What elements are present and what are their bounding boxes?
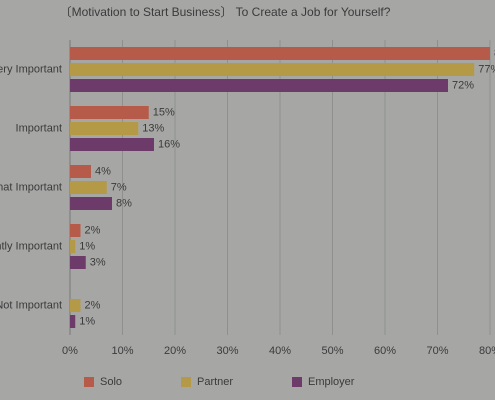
value-label: 77% — [478, 63, 495, 75]
value-label: 1% — [79, 240, 95, 252]
value-label: 4% — [95, 165, 111, 177]
value-label: 8% — [116, 197, 132, 209]
value-label: 1% — [79, 315, 95, 327]
bar — [70, 181, 107, 194]
bar — [70, 138, 154, 151]
bar — [70, 106, 149, 119]
x-tick-label: 50% — [321, 345, 343, 357]
x-tick-label: 70% — [426, 345, 448, 357]
x-tick-label: 20% — [164, 345, 186, 357]
x-tick-label: 30% — [216, 345, 238, 357]
x-tick-label: 0% — [62, 345, 78, 357]
x-tick-label: 60% — [374, 345, 396, 357]
value-label: 2% — [85, 224, 101, 236]
x-tick-label: 80% — [479, 345, 495, 357]
legend-label: Employer — [308, 376, 355, 388]
bar — [70, 63, 475, 76]
y-tick-label: Not Important — [0, 299, 62, 311]
value-label: 72% — [452, 79, 474, 91]
bar — [70, 165, 91, 178]
y-tick-label: Very Important — [0, 63, 62, 75]
value-label: 13% — [142, 122, 164, 134]
x-tick-label: 40% — [269, 345, 291, 357]
bar — [70, 256, 86, 269]
bar — [70, 122, 139, 135]
bar — [70, 299, 81, 312]
y-tick-label: Slightly Important — [0, 240, 62, 252]
value-label: 15% — [153, 106, 175, 118]
bar — [70, 79, 448, 92]
bar — [70, 240, 76, 253]
y-tick-label: Somewhat Important — [0, 181, 62, 193]
bar — [70, 315, 76, 328]
bar — [70, 224, 81, 237]
value-label: 16% — [158, 138, 180, 150]
bar — [70, 197, 112, 210]
legend-swatch — [181, 377, 191, 387]
legend-label: Solo — [100, 376, 122, 388]
chart-title: 〔Motivation to Start Business〕 To Create… — [60, 5, 391, 19]
y-tick-label: Important — [16, 122, 62, 134]
legend-swatch — [292, 377, 302, 387]
bar — [70, 47, 490, 60]
value-label: 3% — [90, 256, 106, 268]
legend-label: Partner — [197, 376, 233, 388]
value-label: 7% — [111, 181, 127, 193]
legend-swatch — [84, 377, 94, 387]
x-tick-label: 10% — [111, 345, 133, 357]
value-label: 2% — [85, 299, 101, 311]
